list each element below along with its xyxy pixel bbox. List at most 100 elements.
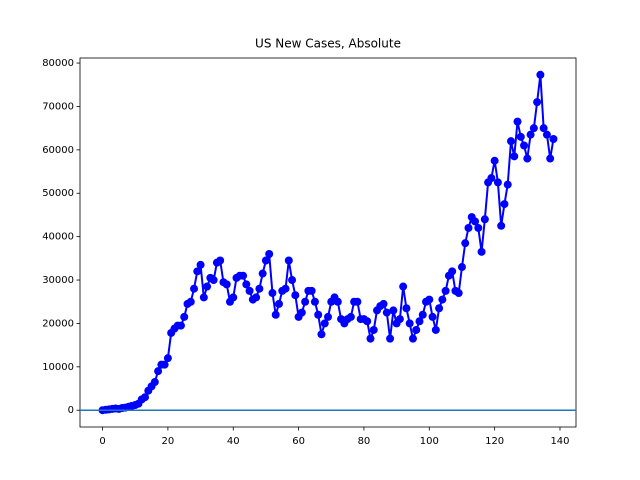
point	[274, 299, 283, 308]
y-tick-label: 20000	[42, 318, 74, 329]
point	[186, 297, 195, 306]
point	[369, 325, 378, 334]
point	[435, 304, 444, 313]
point	[307, 286, 316, 295]
point	[150, 378, 159, 387]
point	[389, 306, 398, 315]
point	[418, 310, 427, 319]
point	[239, 271, 248, 280]
point	[353, 297, 362, 306]
point	[461, 239, 470, 248]
y-tick-label: 80000	[42, 58, 74, 69]
x-tick-label: 100	[420, 436, 439, 447]
point	[160, 360, 169, 369]
point	[487, 174, 496, 183]
point	[324, 312, 332, 321]
y-tick-label: 60000	[42, 145, 74, 156]
point	[199, 293, 208, 302]
point	[454, 289, 463, 298]
x-tick-label: 80	[358, 436, 371, 447]
point	[474, 223, 483, 232]
chart-title: US New Cases, Absolute	[255, 37, 401, 51]
point	[261, 256, 270, 265]
point	[542, 130, 551, 139]
x-tick-label: 0	[99, 436, 105, 447]
point	[366, 334, 375, 343]
point	[523, 154, 532, 163]
point	[526, 130, 535, 139]
point	[500, 200, 509, 209]
y-tick-label: 50000	[42, 188, 74, 199]
point	[493, 178, 502, 187]
point	[281, 284, 290, 293]
point	[549, 134, 558, 143]
point	[154, 367, 163, 376]
point	[441, 286, 450, 295]
point	[386, 334, 395, 343]
point	[480, 215, 489, 224]
point	[477, 247, 486, 256]
x-tick-label: 20	[162, 436, 175, 447]
point	[297, 308, 306, 317]
point	[346, 312, 355, 321]
point	[438, 295, 447, 304]
x-tick-label: 120	[485, 436, 504, 447]
x-tick-label: 40	[227, 436, 240, 447]
point	[216, 256, 225, 265]
point	[255, 284, 264, 293]
point	[402, 304, 411, 313]
x-tick-label: 140	[550, 436, 569, 447]
point	[503, 180, 512, 189]
point	[539, 124, 548, 133]
point	[317, 330, 326, 339]
point	[203, 282, 212, 291]
point	[288, 276, 297, 285]
point	[363, 317, 372, 326]
point	[529, 124, 538, 133]
axes-frame	[79, 57, 577, 428]
point	[320, 319, 329, 328]
y-tick-label: 10000	[42, 362, 74, 373]
point	[245, 286, 254, 295]
point	[301, 297, 310, 306]
point	[190, 284, 199, 293]
point	[252, 293, 261, 302]
point	[497, 221, 506, 230]
point	[176, 321, 185, 330]
y-tick-label: 0	[68, 405, 74, 416]
point	[408, 334, 417, 343]
point	[431, 325, 440, 334]
point	[464, 223, 473, 232]
point	[314, 310, 323, 319]
point	[141, 393, 150, 402]
point	[163, 354, 172, 363]
point	[520, 141, 529, 150]
point	[457, 263, 466, 272]
point	[265, 250, 274, 259]
y-tick-label: 40000	[42, 232, 74, 243]
y-tick-label: 70000	[42, 101, 74, 112]
point	[222, 280, 231, 289]
point	[333, 297, 342, 306]
point	[506, 137, 515, 146]
point	[395, 315, 404, 324]
point	[412, 325, 421, 334]
point	[546, 154, 555, 163]
point	[490, 156, 499, 165]
point	[425, 295, 434, 304]
point	[513, 117, 522, 126]
point	[448, 267, 457, 276]
point	[291, 291, 300, 300]
y-tick-label: 30000	[42, 275, 74, 286]
point	[310, 297, 319, 306]
point	[510, 152, 519, 161]
point	[382, 308, 391, 317]
point	[271, 310, 280, 319]
point	[258, 269, 267, 278]
point	[405, 319, 414, 328]
x-tick-label: 60	[292, 436, 305, 447]
point	[536, 70, 545, 79]
